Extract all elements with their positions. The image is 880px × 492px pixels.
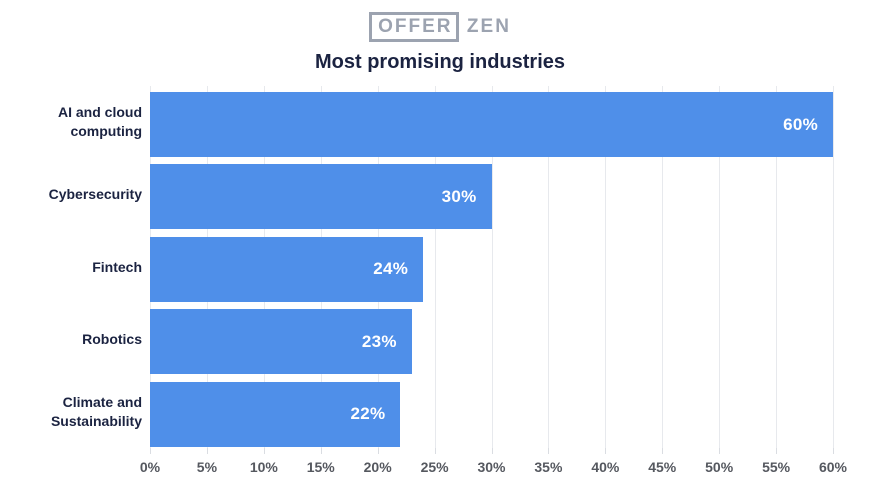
x-axis-tick xyxy=(833,448,834,454)
gridline xyxy=(434,86,436,448)
x-axis-tick-label: 5% xyxy=(196,459,218,475)
x-axis-tick-label: 25% xyxy=(420,459,449,475)
x-axis-tick xyxy=(320,448,322,454)
bar-value-label: 60% xyxy=(783,114,818,134)
bar-track: 60% xyxy=(150,86,833,158)
category-label-text: Robotics xyxy=(82,330,142,347)
chart-row: Cybersecurity 30% xyxy=(0,158,880,230)
bar: 24% xyxy=(150,236,424,302)
x-axis-tick xyxy=(263,448,265,454)
x-axis-tick xyxy=(150,448,151,454)
gridline xyxy=(833,86,834,448)
x-axis-tick-label: 45% xyxy=(648,459,677,475)
x-axis-tick-label: 15% xyxy=(306,459,335,475)
category-label: Robotics xyxy=(0,303,150,375)
bar: 30% xyxy=(150,164,492,230)
x-axis-tick xyxy=(377,448,379,454)
chart-title: Most promising industries xyxy=(314,51,566,73)
bar-value-label: 23% xyxy=(361,331,397,351)
x-axis-tick xyxy=(206,448,208,454)
x-axis-tick xyxy=(434,448,436,454)
bar-value-label: 22% xyxy=(350,404,386,424)
gridline xyxy=(662,86,664,448)
x-axis-tick xyxy=(491,448,493,454)
bar: 60% xyxy=(150,92,833,157)
chart-row: Robotics 23% xyxy=(0,303,880,375)
bar-track: 30% xyxy=(150,158,833,230)
x-axis-tick-label: 20% xyxy=(363,459,392,475)
x-axis-tick xyxy=(719,448,721,454)
x-axis-tick xyxy=(776,448,778,454)
logo-zen-text: ZEN xyxy=(466,16,511,37)
x-axis-tick-label: 10% xyxy=(249,459,278,475)
gridline xyxy=(605,86,607,448)
category-label-text: Cybersecurity xyxy=(48,186,142,203)
gridline xyxy=(548,86,550,448)
chart-row: Fintech 24% xyxy=(0,231,880,303)
category-label: Cybersecurity xyxy=(0,158,150,230)
x-axis-tick-label: 60% xyxy=(818,459,848,475)
x-axis-tick-label: 35% xyxy=(534,459,563,475)
x-axis-tick-label: 50% xyxy=(705,459,734,475)
bar-value-label: 24% xyxy=(373,259,409,279)
bar-track: 22% xyxy=(150,376,833,448)
bar-track: 24% xyxy=(150,231,833,303)
offerzen-logo: OFFER ZEN xyxy=(0,0,880,44)
x-axis-tick xyxy=(605,448,607,454)
category-label-text: Fintech xyxy=(92,258,142,275)
bar-value-label: 30% xyxy=(441,186,477,206)
bar-rows: AI and cloud computing 60% Cybersecurity 30… xyxy=(0,86,880,448)
x-axis-tick xyxy=(662,448,664,454)
x-axis-tick-label: 30% xyxy=(477,459,506,475)
x-axis-tick-label: 40% xyxy=(591,459,620,475)
x-axis-tick-label: 0% xyxy=(139,459,161,475)
x-axis-tick-label: 55% xyxy=(762,459,791,475)
category-label: AI and cloud computing xyxy=(0,86,150,158)
logo-offer-boxed-text: OFFER xyxy=(369,12,460,42)
gridline xyxy=(776,86,778,448)
bar: 22% xyxy=(150,381,401,447)
chart-row: Climate and Sustainability 22% xyxy=(0,376,880,448)
bar: 23% xyxy=(150,309,412,375)
chart-row: AI and cloud computing 60% xyxy=(0,86,880,158)
gridline xyxy=(719,86,721,448)
category-label: Fintech xyxy=(0,231,150,303)
x-axis-tick xyxy=(548,448,550,454)
gridline xyxy=(491,86,493,448)
bar-chart: AI and cloud computing 60% Cybersecurity 30… xyxy=(0,86,880,492)
x-axis: 0% 5% 10% 15% 20% 25% 30% 35% 40% 45% 50% 55% 60% xyxy=(140,448,847,492)
category-label-text: AI and cloud computing xyxy=(58,104,142,140)
category-label: Climate and Sustainability xyxy=(0,376,150,448)
category-label-text: Climate and Sustainability xyxy=(50,393,142,429)
bar-track: 23% xyxy=(150,303,833,375)
